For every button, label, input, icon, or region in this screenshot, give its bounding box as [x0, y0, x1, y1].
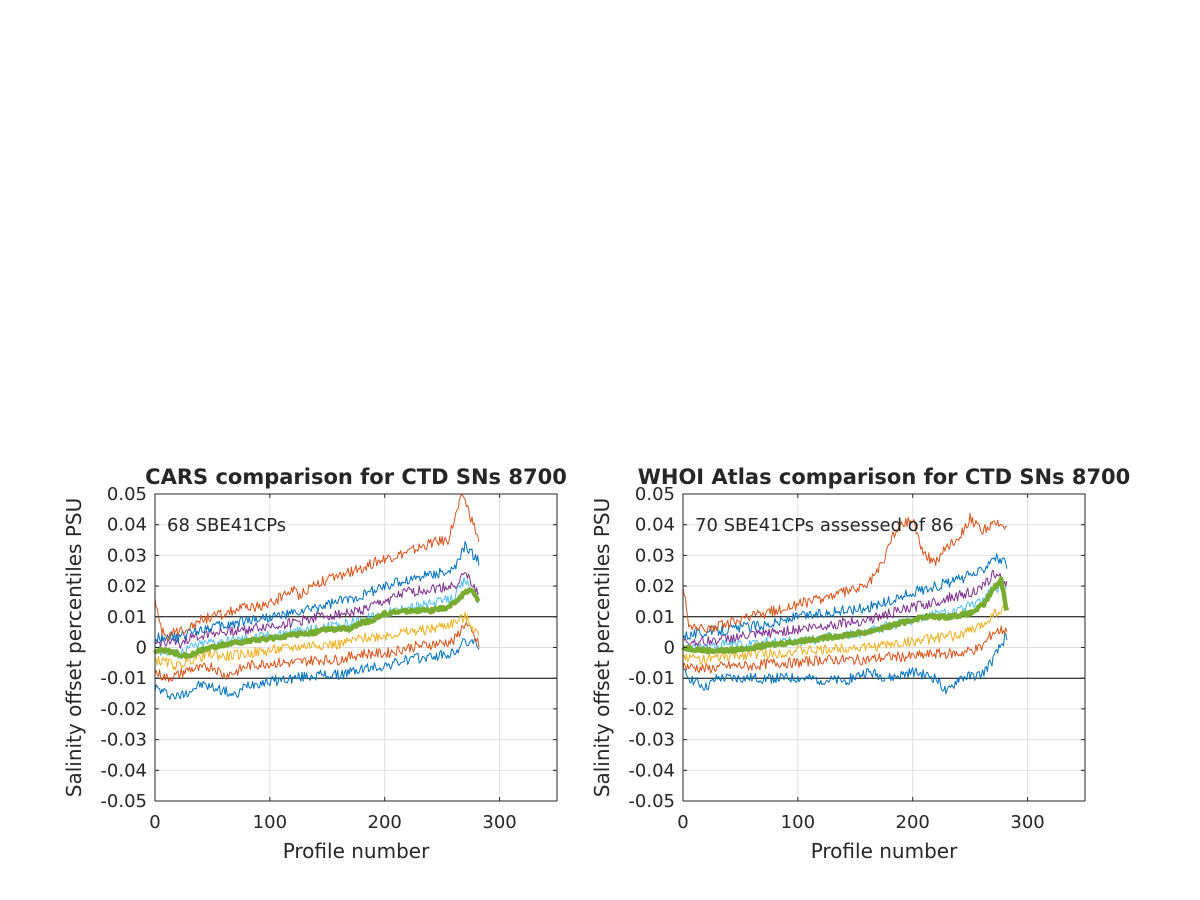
x-axis-label: Profile number [811, 839, 958, 863]
y-tick-label: -0.01 [628, 668, 675, 689]
y-tick-label: 0.02 [107, 576, 147, 597]
median-series-line [681, 576, 1010, 655]
y-tick-label: -0.05 [628, 791, 675, 812]
y-tick-label: 0.04 [635, 515, 675, 536]
x-tick-label: 200 [896, 812, 930, 833]
x-axis-label: Profile number [283, 839, 430, 863]
y-tick-label: -0.01 [100, 668, 147, 689]
reference-lines [155, 616, 557, 679]
y-tick-label: 0.05 [635, 484, 675, 505]
y-tick-label: -0.05 [100, 791, 147, 812]
whoi-atlas-comparison-chart: 0 100 200 300 -0.05 -0.04 -0.03 -0.02 -0.01 0 0.01… [590, 465, 1130, 863]
y-tick-label: -0.03 [100, 730, 147, 751]
y-tick-label: 0.01 [635, 607, 675, 628]
percentile-series-line [154, 611, 480, 671]
y-tick-label: -0.02 [628, 699, 675, 720]
y-tick-label: 0.05 [107, 484, 147, 505]
x-tick-label: 300 [482, 812, 516, 833]
series [681, 512, 1010, 695]
chart-title: CARS comparison for CTD SNs 8700 [145, 465, 567, 489]
y-tick-label: -0.04 [100, 760, 147, 781]
median-series-line [153, 587, 481, 660]
x-tick-label: 300 [1010, 812, 1044, 833]
annotation-text: 68 SBE41CPs [167, 515, 286, 536]
x-tick-label: 200 [368, 812, 402, 833]
annotation-text: 70 SBE41CPs assessed of 86 [695, 515, 954, 536]
percentile-series-line [682, 625, 1008, 674]
x-tick-label: 100 [781, 812, 815, 833]
percentile-series-line [682, 569, 1008, 647]
y-tick-label: -0.02 [100, 699, 147, 720]
cars-comparison-chart: 0 100 200 300 -0.05 -0.04 -0.03 -0.02 -0.01 0 0.01… [62, 465, 567, 863]
y-axis-label: Salinity offset percentiles PSU [62, 498, 86, 797]
ticks: 0 100 200 300 -0.05 -0.04 -0.03 -0.02 -0.01 0 0.01… [100, 484, 557, 833]
percentile-series-line [154, 622, 480, 683]
x-tick-label: 0 [149, 812, 160, 833]
chart-title: WHOI Atlas comparison for CTD SNs 8700 [638, 465, 1131, 489]
y-tick-label: 0.03 [635, 545, 675, 566]
x-tick-label: 0 [677, 812, 688, 833]
y-tick-label: 0.03 [107, 545, 147, 566]
percentile-series-line [154, 572, 480, 649]
series [153, 493, 481, 700]
percentile-series-line [154, 576, 480, 659]
y-tick-label: 0 [664, 638, 675, 659]
percentile-series-line [154, 493, 480, 641]
y-tick-label: -0.03 [628, 730, 675, 751]
y-tick-label: 0.01 [107, 607, 147, 628]
percentile-series-line [154, 638, 480, 700]
percentile-series-line [682, 632, 1008, 695]
y-axis-label: Salinity offset percentiles PSU [590, 498, 614, 797]
y-tick-label: -0.04 [628, 760, 675, 781]
percentile-series-line [682, 512, 1007, 633]
y-tick-label: 0.02 [635, 576, 675, 597]
y-tick-label: 0.04 [107, 515, 147, 536]
y-tick-label: 0 [136, 638, 147, 659]
ticks: 0 100 200 300 -0.05 -0.04 -0.03 -0.02 -0.01 0 0.01… [628, 484, 1085, 833]
percentile-series-line [154, 540, 480, 644]
percentile-series-line [682, 605, 1008, 666]
percentile-series-line [682, 553, 1008, 640]
x-tick-label: 100 [253, 812, 287, 833]
